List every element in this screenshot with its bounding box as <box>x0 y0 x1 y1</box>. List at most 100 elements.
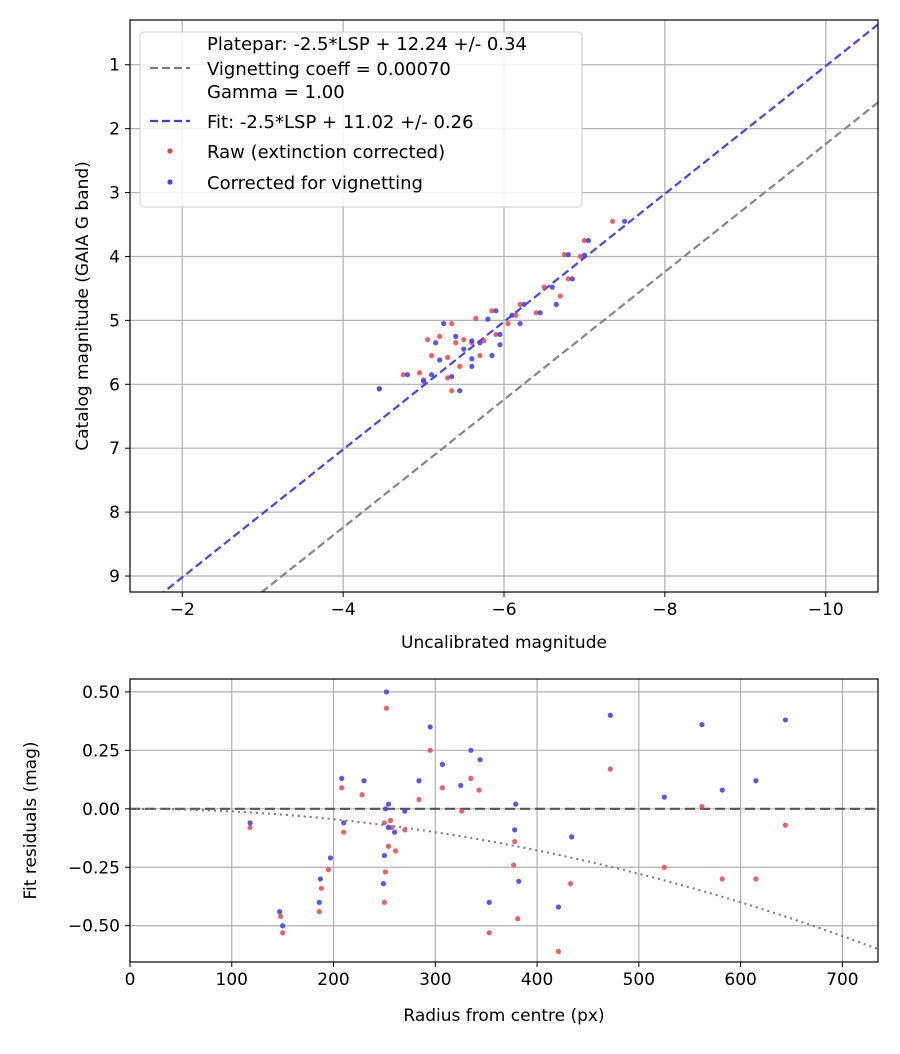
corrected-point <box>339 775 345 782</box>
raw-point <box>316 909 322 915</box>
corrected-point <box>461 346 467 352</box>
x-tick-label: −2 <box>170 600 195 620</box>
legend-label: Raw (extinction corrected) <box>207 142 445 163</box>
corrected-point <box>585 237 592 244</box>
corrected-point <box>391 829 398 835</box>
raw-point <box>486 930 492 936</box>
raw-point <box>533 310 539 316</box>
raw-point <box>402 827 408 833</box>
raw-point <box>424 336 431 343</box>
raw-point <box>325 867 332 873</box>
corrected-point <box>521 301 527 308</box>
raw-point <box>416 370 423 376</box>
x-tick-label: 400 <box>521 970 553 990</box>
corrected-point <box>316 899 322 905</box>
raw-point <box>513 312 519 318</box>
raw-point <box>493 331 499 338</box>
x-tick-label: −8 <box>652 600 677 620</box>
corrected-point <box>449 374 455 380</box>
raw-point <box>568 881 574 887</box>
raw-point <box>753 876 759 882</box>
raw-point <box>561 251 567 258</box>
corrected-point <box>457 388 463 394</box>
raw-point <box>278 913 284 919</box>
raw-point <box>445 375 451 381</box>
raw-point <box>445 354 451 361</box>
raw-point <box>512 838 518 845</box>
y-tick-label: 9 <box>109 567 120 587</box>
x-axis-label: Radius from centre (px) <box>403 1006 604 1026</box>
legend-label: Gamma = 1.00 <box>207 82 345 103</box>
legend-label: Vignetting coeff = 0.00070 <box>207 59 451 80</box>
raw-point <box>565 276 571 282</box>
corrected-point <box>469 338 475 344</box>
raw-point <box>449 320 455 327</box>
y-tick-label: 5 <box>109 311 120 331</box>
raw-point <box>381 899 388 905</box>
corrected-point <box>429 372 435 378</box>
corrected-point <box>753 778 759 784</box>
corrected-point <box>782 717 788 723</box>
corrected-point <box>441 320 447 327</box>
corrected-point <box>385 824 392 831</box>
top-chart: −2 −4 −6 −8 −10 1 2 3 4 5 6 7 8 9 Uncalibrated magnitu… <box>73 19 879 653</box>
legend-label: Platepar: -2.5*LSP + 12.24 +/- 0.34 <box>207 34 527 55</box>
corrected-point <box>317 876 323 882</box>
raw-point <box>437 333 443 339</box>
y-tick-label: 0.50 <box>82 683 120 703</box>
raw-point <box>476 787 482 793</box>
corrected-point <box>489 352 495 359</box>
corrected-point <box>453 333 459 339</box>
x-tick-label: −10 <box>808 600 844 620</box>
corrected-point <box>719 787 725 793</box>
plot-area <box>162 23 878 592</box>
y-tick-label: 0.00 <box>82 800 120 820</box>
corrected-point <box>385 801 392 807</box>
raw-point <box>400 372 407 378</box>
corrected-point <box>497 331 503 338</box>
corrected-point <box>699 722 705 728</box>
corrected-point <box>277 909 283 915</box>
corrected-point <box>485 316 491 322</box>
raw-point <box>557 293 563 299</box>
raw-point <box>247 824 253 831</box>
corrected-point <box>581 252 588 258</box>
corrected-point <box>493 308 499 314</box>
x-tick-label: 0 <box>125 970 136 990</box>
y-tick-label: −0.50 <box>68 917 120 937</box>
raw-point <box>699 803 705 810</box>
y-tick-label: 4 <box>109 247 120 267</box>
corrected-point <box>537 310 543 316</box>
corrected-point <box>486 899 492 905</box>
corrected-point <box>380 881 387 887</box>
raw-point <box>453 340 459 346</box>
raw-point <box>468 775 474 782</box>
raw-point <box>416 796 422 803</box>
corrected-point <box>433 340 439 346</box>
y-tick-label: 8 <box>109 503 120 523</box>
plot-area <box>130 689 878 955</box>
y-tick-label: 0.25 <box>82 741 120 761</box>
raw-point <box>661 864 667 870</box>
raw-point <box>505 320 511 327</box>
raw-point <box>449 388 455 394</box>
raw-point <box>511 862 517 868</box>
raw-point <box>461 336 467 343</box>
corrected-point <box>327 855 334 861</box>
y-tick-label: 3 <box>109 184 120 204</box>
x-tick-label: 600 <box>724 970 756 990</box>
y-tick-label: 7 <box>109 439 120 459</box>
raw-point <box>607 766 613 772</box>
x-tick-label: 200 <box>317 970 349 990</box>
corrected-point <box>661 794 667 800</box>
corrected-point <box>383 689 390 695</box>
y-tick-label: 1 <box>109 56 120 76</box>
legend-box <box>139 31 583 208</box>
legend-dot-marker <box>167 179 173 185</box>
corrected-point <box>622 218 628 224</box>
raw-point <box>359 792 365 798</box>
raw-point <box>481 338 487 344</box>
raw-point <box>477 352 483 359</box>
raw-point <box>515 916 521 922</box>
